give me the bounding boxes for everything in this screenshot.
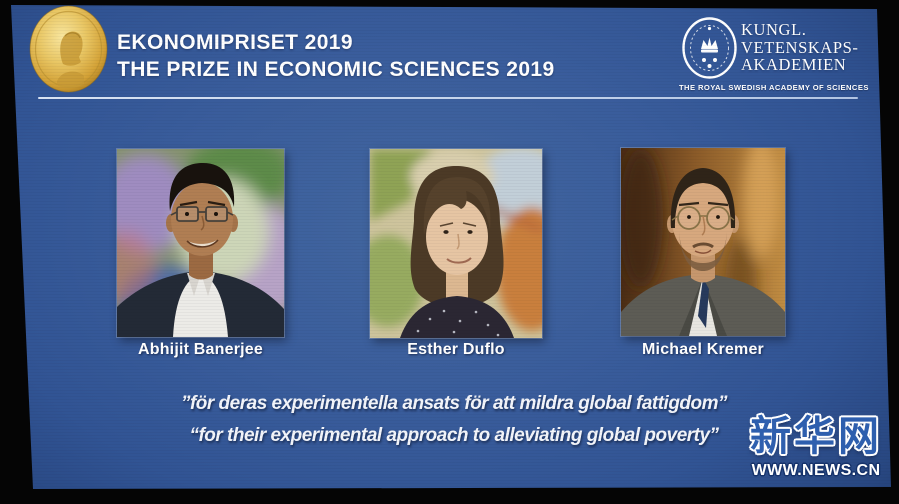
academy-name-line2: VETENSKAPS- <box>741 37 859 57</box>
academy-name-line1: KUNGL. <box>741 20 807 39</box>
portrait-esther-duflo <box>369 148 543 339</box>
xinhua-watermark: 新华网 WWW.NEWS.CN <box>738 411 894 480</box>
header-divider <box>38 97 858 99</box>
nobel-medal-graphic <box>29 5 108 93</box>
laureate-photo <box>370 149 542 338</box>
laureate-name-michael-kremer: Michael Kremer <box>642 341 764 358</box>
laureate-photo <box>621 148 785 336</box>
xinhua-logo: 新华网 <box>750 413 882 459</box>
citation-english: “for their experimental approach to alle… <box>189 425 719 446</box>
laureate-photo <box>117 149 284 337</box>
portrait-michael-kremer <box>620 147 786 337</box>
xinhua-url: WWW.NEWS.CN <box>751 462 881 479</box>
laureate-name-abhijit-banerjee: Abhijit Banerjee <box>137 341 263 358</box>
laureate-name-esther-duflo: Esther Duflo <box>407 341 505 358</box>
royal-academy-seal-icon <box>681 16 738 80</box>
nobel-medal-icon <box>29 5 108 93</box>
royal-academy-seal-graphic <box>682 17 737 79</box>
event-title-swedish: EKONOMIPRISET 2019 <box>117 31 353 54</box>
header-title-block: EKONOMIPRISET 2019 THE PRIZE IN ECONOMIC… <box>117 29 555 83</box>
academy-caption: THE ROYAL SWEDISH ACADEMY OF SCIENCES <box>679 83 869 92</box>
event-title-english: THE PRIZE IN ECONOMIC SCIENCES 2019 <box>117 58 555 81</box>
citation-swedish: ”för deras experimentella ansats för att… <box>180 393 728 414</box>
prize-citation: ”för deras experimentella ansats för att… <box>16 393 891 447</box>
academy-name: KUNGL. VETENSKAPS- AKADEMIEN <box>741 21 859 74</box>
portrait-abhijit-banerjee <box>116 148 285 338</box>
academy-name-line3: AKADEMIEN <box>741 55 847 74</box>
